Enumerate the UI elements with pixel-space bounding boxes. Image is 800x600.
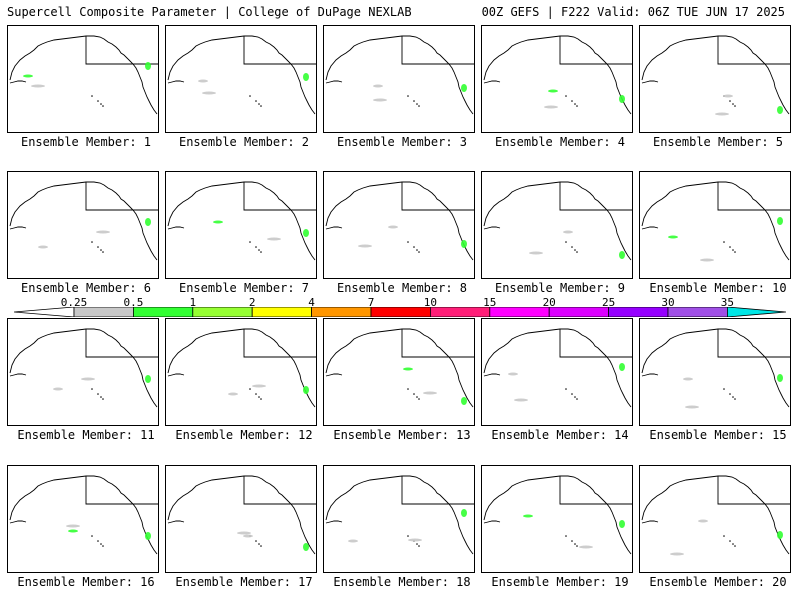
colorbar-tick-label: 15 [483, 296, 497, 309]
ensemble-member-label: Ensemble Member: 18 [333, 575, 471, 589]
map-outline [325, 35, 474, 115]
map-outline [325, 181, 474, 261]
colorbar-tick-label: 2 [248, 296, 256, 309]
ensemble-member-label: Ensemble Member: 4 [494, 135, 626, 149]
ensemble-member-map [481, 171, 633, 279]
ensemble-member-map [323, 171, 475, 279]
ensemble-member-label: Ensemble Member: 13 [333, 428, 471, 442]
ensemble-member-label: Ensemble Member: 3 [336, 135, 468, 149]
ensemble-member-map [639, 465, 791, 573]
ensemble-member-label: Ensemble Member: 10 [649, 281, 787, 295]
map-outline [9, 475, 158, 555]
colorbar-tick-label: 7 [367, 296, 375, 309]
ensemble-member-label: Ensemble Member: 17 [175, 575, 313, 589]
map-outline [9, 35, 158, 115]
map-outline [167, 35, 316, 115]
ensemble-member-label: Ensemble Member: 2 [178, 135, 310, 149]
ensemble-member-label: Ensemble Member: 16 [17, 575, 155, 589]
map-outline [9, 328, 158, 408]
colorbar-tick-label: 4 [308, 296, 315, 309]
ensemble-member-map [481, 465, 633, 573]
ensemble-member-map [323, 318, 475, 426]
map-outline [483, 475, 632, 555]
colorbar-segment [192, 307, 253, 317]
ensemble-member-map [165, 171, 317, 279]
ensemble-member-map [481, 318, 633, 426]
ensemble-member-label: Ensemble Member: 14 [491, 428, 629, 442]
map-outline [167, 475, 316, 555]
ensemble-member-map [7, 171, 159, 279]
colorbar-tick-label: 30 [661, 296, 675, 309]
colorbar-tick-label: 1 [189, 296, 197, 309]
ensemble-member-map [165, 465, 317, 573]
map-outline [167, 328, 316, 408]
colorbar-tick-label: 35 [720, 296, 735, 309]
map-outline [325, 475, 474, 555]
ensemble-member-label: Ensemble Member: 12 [175, 428, 313, 442]
ensemble-member-map [7, 25, 159, 133]
ensemble-member-map [639, 25, 791, 133]
map-outline [641, 328, 790, 409]
ensemble-member-label: Ensemble Member: 15 [649, 428, 787, 442]
colorbar-segment [608, 307, 669, 317]
map-outline [483, 181, 632, 261]
colorbar-tick-label: 0.5 [123, 296, 144, 309]
map-outline [641, 35, 790, 116]
ensemble-member-label: Ensemble Member: 6 [20, 281, 152, 295]
ensemble-member-label: Ensemble Member: 20 [649, 575, 787, 589]
map-outline [325, 328, 474, 408]
map-outline [9, 181, 158, 261]
ensemble-member-label: Ensemble Member: 1 [20, 135, 152, 149]
colorbar-tick-label: 20 [542, 296, 556, 309]
map-outline [641, 475, 790, 556]
ensemble-member-map [7, 465, 159, 573]
colorbar-tick-label: 0.25 [60, 296, 88, 309]
colorbar-segment [251, 307, 312, 317]
ensemble-member-label: Ensemble Member: 5 [652, 135, 784, 149]
ensemble-member-map [165, 25, 317, 133]
colorbar-segment [667, 307, 728, 317]
map-outline [167, 181, 316, 261]
ensemble-member-map [639, 318, 791, 426]
map-outline [483, 328, 632, 408]
ensemble-member-label: Ensemble Member: 8 [336, 281, 468, 295]
colorbar-tick-label: 25 [601, 296, 616, 309]
ensemble-member-label: Ensemble Member: 11 [17, 428, 155, 442]
colorbar [14, 307, 786, 317]
ensemble-member-label: Ensemble Member: 7 [178, 281, 310, 295]
colorbar-segment [370, 307, 431, 317]
map-outline [483, 35, 632, 115]
ensemble-member-map [165, 318, 317, 426]
ensemble-member-label: Ensemble Member: 19 [491, 575, 629, 589]
ensemble-member-map [323, 465, 475, 573]
map-outline [641, 181, 790, 262]
ensemble-member-label: Ensemble Member: 9 [494, 281, 626, 295]
ensemble-member-map [481, 25, 633, 133]
colorbar-segment [489, 307, 550, 317]
colorbar-overflow [727, 307, 786, 317]
model-run-label: 00Z GEFS | F222 Valid: 06Z TUE JUN 17 20… [481, 5, 785, 19]
map-title: Supercell Composite Parameter | College … [7, 5, 412, 19]
ensemble-member-map [323, 25, 475, 133]
ensemble-member-map [639, 171, 791, 279]
colorbar-tick-label: 10 [423, 296, 438, 309]
colorbar-segment [548, 307, 610, 317]
colorbar-segment [429, 307, 491, 317]
ensemble-member-map [7, 318, 159, 426]
colorbar-segment [311, 307, 372, 317]
